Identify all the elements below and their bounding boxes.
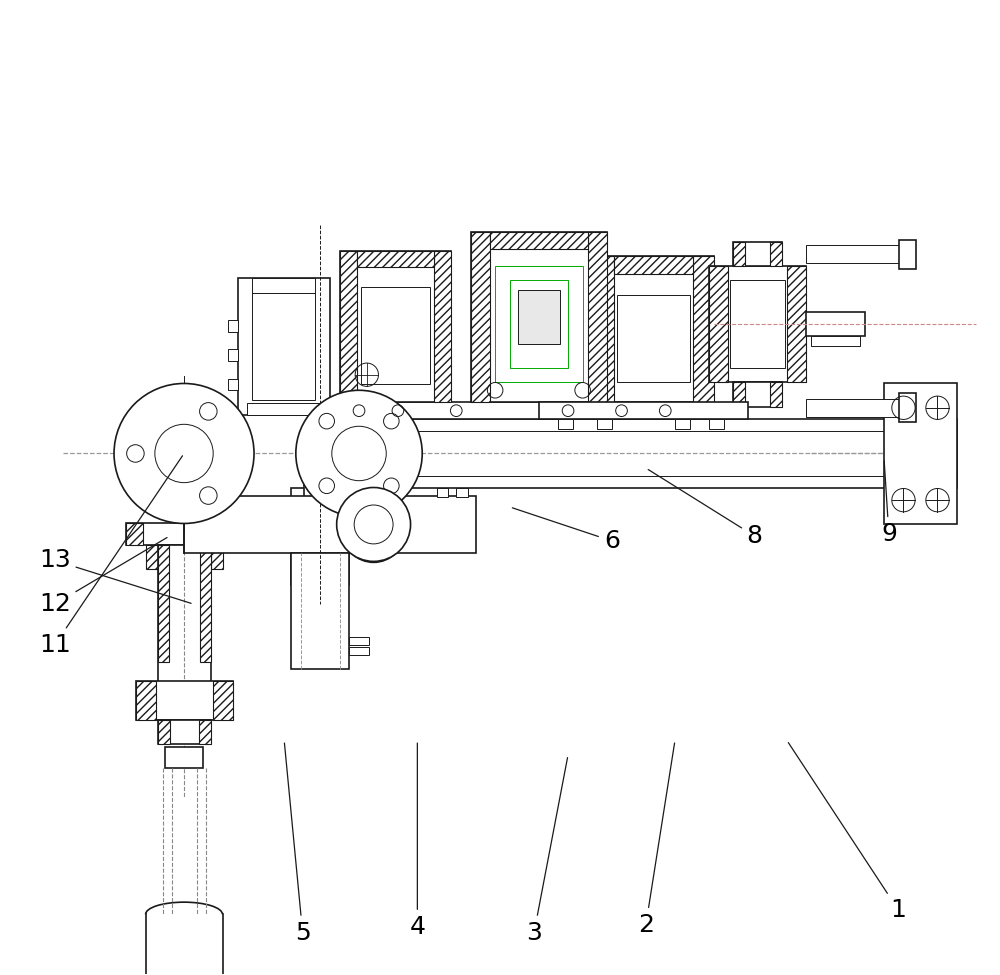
Bar (349, 647, 369, 655)
Bar (325, 402, 714, 419)
Bar (238, 279, 330, 414)
Bar (490, 232, 588, 250)
Bar (340, 252, 451, 402)
Bar (291, 488, 349, 585)
Bar (692, 256, 714, 402)
Bar (230, 524, 247, 545)
Bar (136, 681, 156, 720)
Bar (495, 266, 583, 382)
Bar (291, 553, 349, 669)
Bar (597, 419, 612, 429)
Bar (349, 638, 369, 645)
Bar (228, 378, 238, 390)
Text: 9: 9 (881, 461, 897, 546)
Bar (158, 720, 170, 744)
Bar (471, 232, 490, 402)
Bar (592, 256, 714, 402)
Text: 11: 11 (39, 455, 182, 657)
Bar (228, 320, 238, 332)
Bar (770, 382, 782, 407)
Bar (770, 242, 782, 266)
Text: 8: 8 (648, 470, 763, 548)
Bar (456, 488, 468, 497)
Bar (136, 681, 233, 720)
Circle shape (343, 500, 405, 563)
Bar (146, 545, 158, 569)
Bar (806, 399, 899, 416)
Bar (709, 419, 724, 429)
Bar (730, 281, 785, 368)
Bar (165, 747, 203, 768)
Bar (602, 402, 622, 413)
Text: 6: 6 (512, 508, 620, 553)
Bar (592, 256, 614, 402)
Circle shape (337, 488, 411, 562)
Text: 5: 5 (284, 743, 311, 945)
Bar (733, 382, 745, 407)
Bar (437, 488, 448, 497)
Bar (340, 252, 357, 402)
Bar (588, 232, 607, 402)
Bar (539, 402, 748, 419)
Bar (252, 279, 315, 293)
Bar (518, 291, 560, 343)
Bar (228, 349, 238, 361)
Bar (558, 419, 573, 429)
Bar (733, 382, 782, 407)
Bar (811, 335, 860, 345)
Text: 1: 1 (788, 743, 907, 922)
Bar (675, 419, 690, 429)
Bar (434, 252, 451, 402)
Bar (126, 524, 143, 545)
Bar (884, 383, 957, 525)
Text: 3: 3 (526, 758, 568, 945)
Bar (899, 240, 916, 269)
Bar (213, 681, 233, 720)
Bar (471, 232, 607, 402)
Bar (787, 266, 806, 382)
Bar (126, 524, 247, 545)
Bar (899, 393, 916, 422)
Bar (357, 252, 434, 267)
Bar (614, 256, 692, 274)
Bar (252, 293, 315, 400)
Text: 12: 12 (39, 537, 167, 616)
Bar (200, 545, 211, 661)
Bar (184, 496, 476, 553)
Text: 13: 13 (39, 548, 191, 604)
Bar (709, 266, 728, 382)
Text: 2: 2 (638, 743, 675, 937)
Bar (733, 242, 745, 266)
Bar (733, 242, 782, 266)
Bar (806, 312, 865, 335)
Circle shape (296, 390, 422, 517)
Bar (211, 545, 223, 569)
Bar (617, 295, 690, 382)
Bar (158, 545, 211, 720)
Bar (304, 463, 338, 531)
Bar (247, 403, 320, 414)
Circle shape (114, 383, 254, 524)
Bar (361, 288, 430, 384)
Bar (158, 720, 211, 744)
Bar (806, 246, 899, 263)
Bar (325, 419, 957, 488)
Text: 4: 4 (409, 743, 425, 939)
Bar (199, 720, 211, 744)
Bar (709, 266, 806, 382)
Bar (510, 281, 568, 368)
Bar (158, 545, 169, 661)
Bar (685, 402, 704, 413)
